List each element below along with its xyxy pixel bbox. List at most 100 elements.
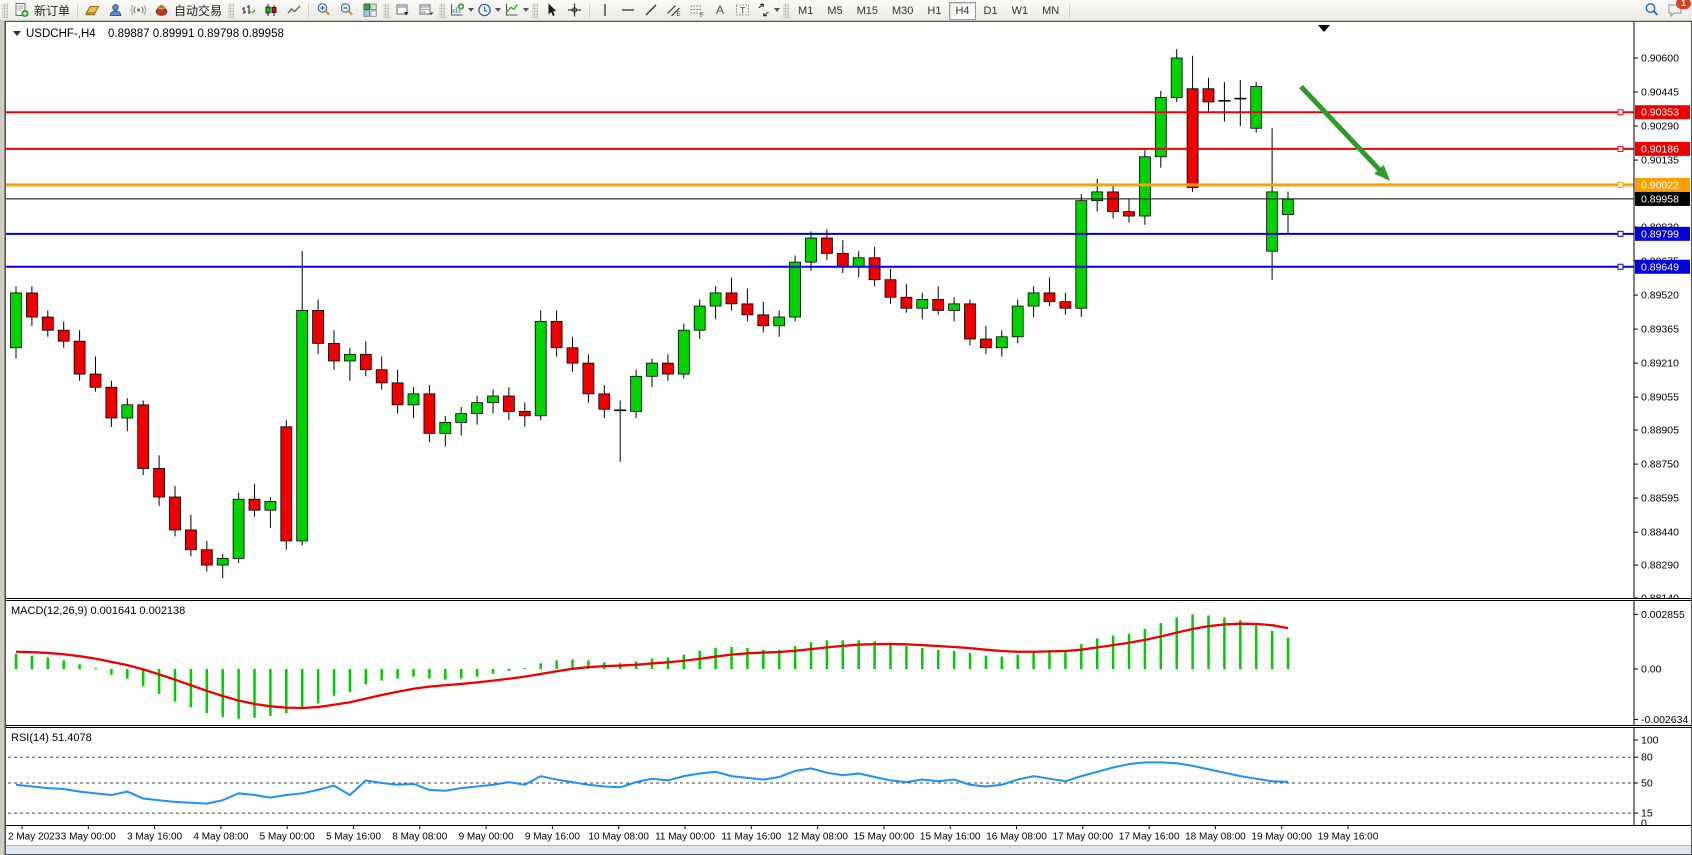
- line-anchor[interactable]: [1617, 263, 1624, 270]
- timeframe-M15[interactable]: M15: [856, 5, 878, 17]
- candle-body: [1091, 191, 1104, 202]
- signals-button[interactable]: [127, 1, 150, 20]
- candle-body: [805, 237, 817, 263]
- new-order-label[interactable]: 新订单: [34, 3, 71, 18]
- timeframe-M30[interactable]: M30: [892, 5, 914, 17]
- line-anchor[interactable]: [1617, 230, 1624, 237]
- candlestick-chart-icon: [265, 4, 277, 16]
- svg-text:A: A: [716, 3, 724, 17]
- fibonacci-button[interactable]: F: [685, 1, 708, 20]
- bar-chart-button[interactable]: [236, 1, 259, 20]
- price-axis[interactable]: 0.906000.904450.902900.901350.899800.898…: [1633, 22, 1690, 598]
- rsi-pane[interactable]: 100 80 50 15 0 RSI(14) 51.4078: [6, 728, 1691, 825]
- new-order-button[interactable]: [10, 1, 33, 20]
- svg-text:E: E: [677, 12, 681, 18]
- price-badge-label: 0.90186: [1641, 143, 1679, 155]
- arrows-button[interactable]: [754, 1, 781, 20]
- line-anchor[interactable]: [1617, 145, 1624, 152]
- timeframe-H1[interactable]: H1: [927, 5, 942, 17]
- crosshair-button[interactable]: [563, 1, 586, 20]
- toolbar-grip[interactable]: [532, 2, 539, 18]
- separator: [77, 2, 79, 18]
- chart-shift-marker[interactable]: [1318, 25, 1330, 32]
- candle-body: [1266, 191, 1278, 252]
- toolbar-grip[interactable]: [783, 2, 790, 18]
- autotrading-button[interactable]: [150, 1, 173, 20]
- bottom-scrollbar-strip[interactable]: [6, 845, 1691, 854]
- annotation-arrow[interactable]: [1299, 84, 1395, 186]
- candle-body: [200, 549, 213, 566]
- candlestick-chart-button[interactable]: [259, 1, 282, 20]
- candle-body: [995, 336, 1008, 349]
- candle-body: [439, 421, 452, 434]
- periods-button[interactable]: [475, 1, 502, 20]
- time-tick-label: 12 May 08:00: [787, 832, 848, 843]
- price-badge-label: 0.89958: [1641, 193, 1679, 205]
- indicators-button[interactable]: [502, 1, 530, 20]
- macd-axis-label: 0.00: [1641, 664, 1662, 676]
- chat-button[interactable]: 1: [1663, 0, 1691, 20]
- price-badge: [1635, 177, 1690, 192]
- search-icon: [1645, 3, 1658, 16]
- toolbar-grip[interactable]: [383, 2, 390, 18]
- price-tick-label: 0.88905: [1641, 425, 1679, 437]
- arrange-tile-button[interactable]: [414, 1, 437, 20]
- pane-splitter[interactable]: [6, 598, 1691, 601]
- candle-body: [709, 292, 722, 307]
- line-anchor[interactable]: [1617, 181, 1624, 188]
- price-badge: [1635, 141, 1690, 156]
- trendline-button[interactable]: [639, 1, 662, 20]
- tile-windows-button[interactable]: [358, 1, 381, 20]
- timeframe-MN[interactable]: MN: [1042, 5, 1060, 17]
- candle-body: [343, 353, 356, 362]
- candle-body: [89, 373, 102, 388]
- timeframe-M1[interactable]: M1: [798, 5, 814, 17]
- new-chart-button[interactable]: [447, 1, 475, 20]
- horizontal-line-button[interactable]: [616, 1, 639, 20]
- metaeditor-button[interactable]: [81, 1, 104, 20]
- timeframe-M5[interactable]: M5: [827, 5, 843, 17]
- candle-body: [73, 340, 86, 375]
- macd-axis[interactable]: 0.002855 0.00 -0.002634: [1633, 601, 1688, 725]
- candle-body: [153, 468, 166, 498]
- search-button[interactable]: [1640, 1, 1663, 20]
- separator: [308, 2, 310, 18]
- vertical-line-button[interactable]: [593, 1, 616, 20]
- candle-body: [248, 498, 261, 511]
- line-chart-button[interactable]: [282, 1, 305, 20]
- crosshair-icon: [568, 3, 582, 17]
- candle-body: [534, 321, 547, 417]
- new-order-icon: [15, 3, 29, 18]
- price-tick-label: 0.90290: [1641, 121, 1679, 133]
- cursor-button[interactable]: [540, 1, 563, 20]
- autotrading-label[interactable]: 自动交易: [174, 3, 223, 18]
- rsi-axis-label: 80: [1641, 752, 1653, 764]
- candle-body: [884, 279, 897, 298]
- timeframe-W1[interactable]: W1: [1011, 5, 1029, 17]
- price-tick-label: 0.90445: [1641, 87, 1679, 99]
- toolbar-grip[interactable]: [228, 2, 235, 18]
- line-anchor[interactable]: [1617, 109, 1624, 116]
- candle-body: [836, 252, 849, 267]
- community-button[interactable]: [104, 1, 127, 20]
- time-axis[interactable]: 2 May 2023 3 May 00:00 3 May 16:00 4 May 08…: [6, 825, 1691, 845]
- time-tick-label: 11 May 00:00: [655, 832, 715, 843]
- timeframe-D1[interactable]: D1: [983, 5, 998, 17]
- price-pane[interactable]: 0.906000.904450.902900.901350.899800.898…: [6, 22, 1691, 598]
- rsi-axis[interactable]: 100 80 50 150: [1633, 728, 1659, 825]
- timeframe-H4[interactable]: H4: [949, 2, 976, 20]
- zoom-out-button[interactable]: [335, 1, 358, 20]
- candle-body: [471, 402, 484, 415]
- pane-splitter[interactable]: [6, 725, 1691, 728]
- fibonacci-icon: F: [690, 5, 704, 18]
- chart-dropdown-arrow[interactable]: [13, 31, 21, 36]
- new-chart-icon: [451, 3, 465, 16]
- text-label-button[interactable]: T: [731, 1, 754, 20]
- channel-button[interactable]: E: [662, 1, 685, 20]
- text-button[interactable]: A: [708, 1, 731, 20]
- zoom-in-button[interactable]: [312, 1, 335, 20]
- toolbar-grip[interactable]: [439, 2, 446, 18]
- toolbar-grip[interactable]: [2, 2, 8, 18]
- arrange-cascade-button[interactable]: [391, 1, 414, 20]
- macd-pane[interactable]: 0.002855 0.00 -0.002634 MACD(12,26,9) 0.001…: [6, 601, 1691, 725]
